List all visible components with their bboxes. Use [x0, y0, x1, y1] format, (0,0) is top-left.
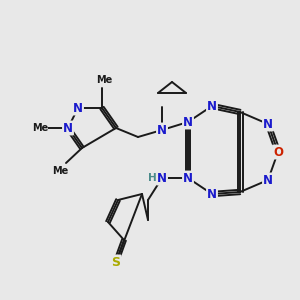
Text: Me: Me [96, 75, 112, 85]
Text: N: N [183, 172, 193, 184]
Text: N: N [263, 173, 273, 187]
Text: Me: Me [32, 123, 48, 133]
Text: H: H [148, 173, 156, 183]
Text: N: N [207, 188, 217, 200]
Text: N: N [73, 101, 83, 115]
Text: N: N [157, 172, 167, 184]
Text: N: N [263, 118, 273, 130]
Text: N: N [183, 116, 193, 128]
Text: N: N [63, 122, 73, 134]
Text: Me: Me [52, 166, 68, 176]
Text: S: S [112, 256, 121, 268]
Text: O: O [273, 146, 283, 158]
Text: N: N [207, 100, 217, 112]
Text: N: N [157, 124, 167, 136]
